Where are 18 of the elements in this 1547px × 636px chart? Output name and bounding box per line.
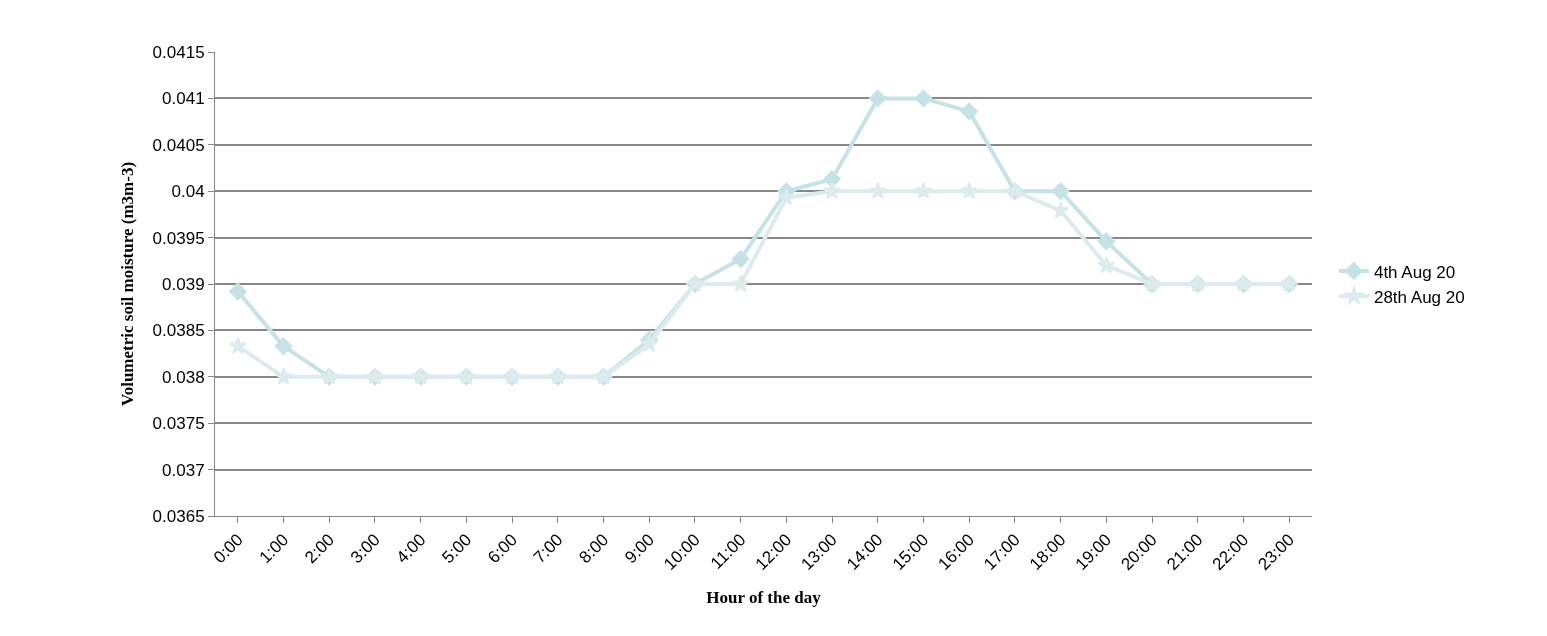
y-tick-label: 0.0395 xyxy=(152,228,205,248)
y-tick-label: 0.039 xyxy=(162,274,205,294)
y-tick-label: 0.0365 xyxy=(152,506,205,526)
y-tick-label: 0.0385 xyxy=(152,321,205,341)
y-tick-label: 0.037 xyxy=(162,460,205,480)
y-tick-label: 0.0415 xyxy=(152,42,205,62)
x-tick-label: 4:00 xyxy=(392,530,430,568)
y-tick-label: 0.038 xyxy=(162,367,205,387)
y-tick-label: 0.0375 xyxy=(152,414,205,434)
legend-label: 4th Aug 20 xyxy=(1373,262,1456,282)
y-tick-label: 0.0405 xyxy=(152,135,205,155)
x-axis-title: Hour of the day xyxy=(706,588,822,608)
y-tick-label: 0.04 xyxy=(171,182,205,202)
y-tick-label: 0.041 xyxy=(162,89,205,109)
legend-label: 28th Aug 20 xyxy=(1373,287,1465,307)
x-tick-label: 7:00 xyxy=(529,530,567,568)
y-axis-title: Volumetric soil moisture (m3m-3) xyxy=(118,161,138,407)
x-tick-label: 6:00 xyxy=(484,530,521,568)
